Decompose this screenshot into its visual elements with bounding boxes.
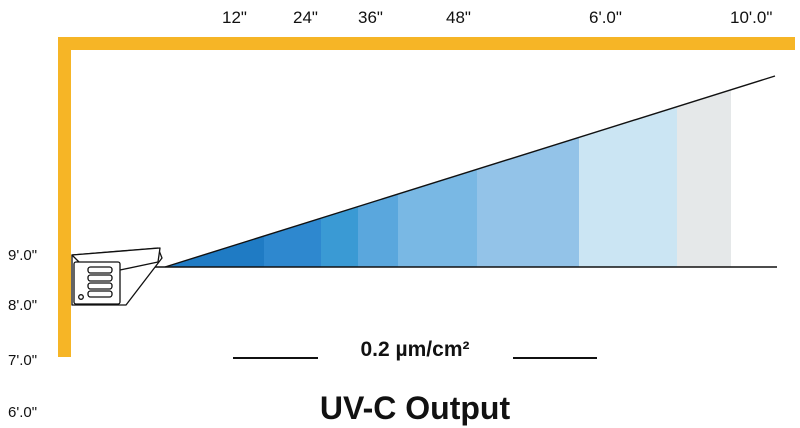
zone-3 — [321, 76, 358, 267]
height-label-8ft: 8'.0" — [8, 297, 38, 314]
dose-label: 0.2 µm/cm² — [360, 338, 470, 361]
zone-8 — [677, 76, 731, 267]
zone-2 — [264, 76, 321, 267]
height-label-7ft: 7'.0" — [8, 352, 38, 369]
page-title: UV-C Output — [319, 390, 511, 426]
distance-label-10ft: 10'.0" — [730, 8, 773, 27]
height-label-6ft: 6'.0" — [8, 404, 38, 421]
zone-7 — [579, 76, 677, 267]
uv-fixture — [71, 247, 163, 306]
height-label-9ft: 9'.0" — [8, 247, 38, 264]
ceiling-bar — [58, 37, 795, 50]
distance-label-12in: 12" — [222, 8, 247, 27]
distance-label-24in: 24" — [293, 8, 318, 27]
zone-4 — [358, 76, 398, 267]
distance-label-6ft: 6'.0" — [589, 8, 622, 27]
dose-line-right — [513, 357, 597, 359]
wall-bar — [58, 37, 71, 357]
zone-5 — [398, 76, 477, 267]
cone-upper-edge — [164, 75, 776, 268]
dose-line-left — [233, 357, 318, 359]
distance-label-48in: 48" — [446, 8, 471, 27]
distance-label-36in: 36" — [358, 8, 383, 27]
uv-cone — [165, 76, 731, 267]
zone-1 — [165, 76, 264, 267]
